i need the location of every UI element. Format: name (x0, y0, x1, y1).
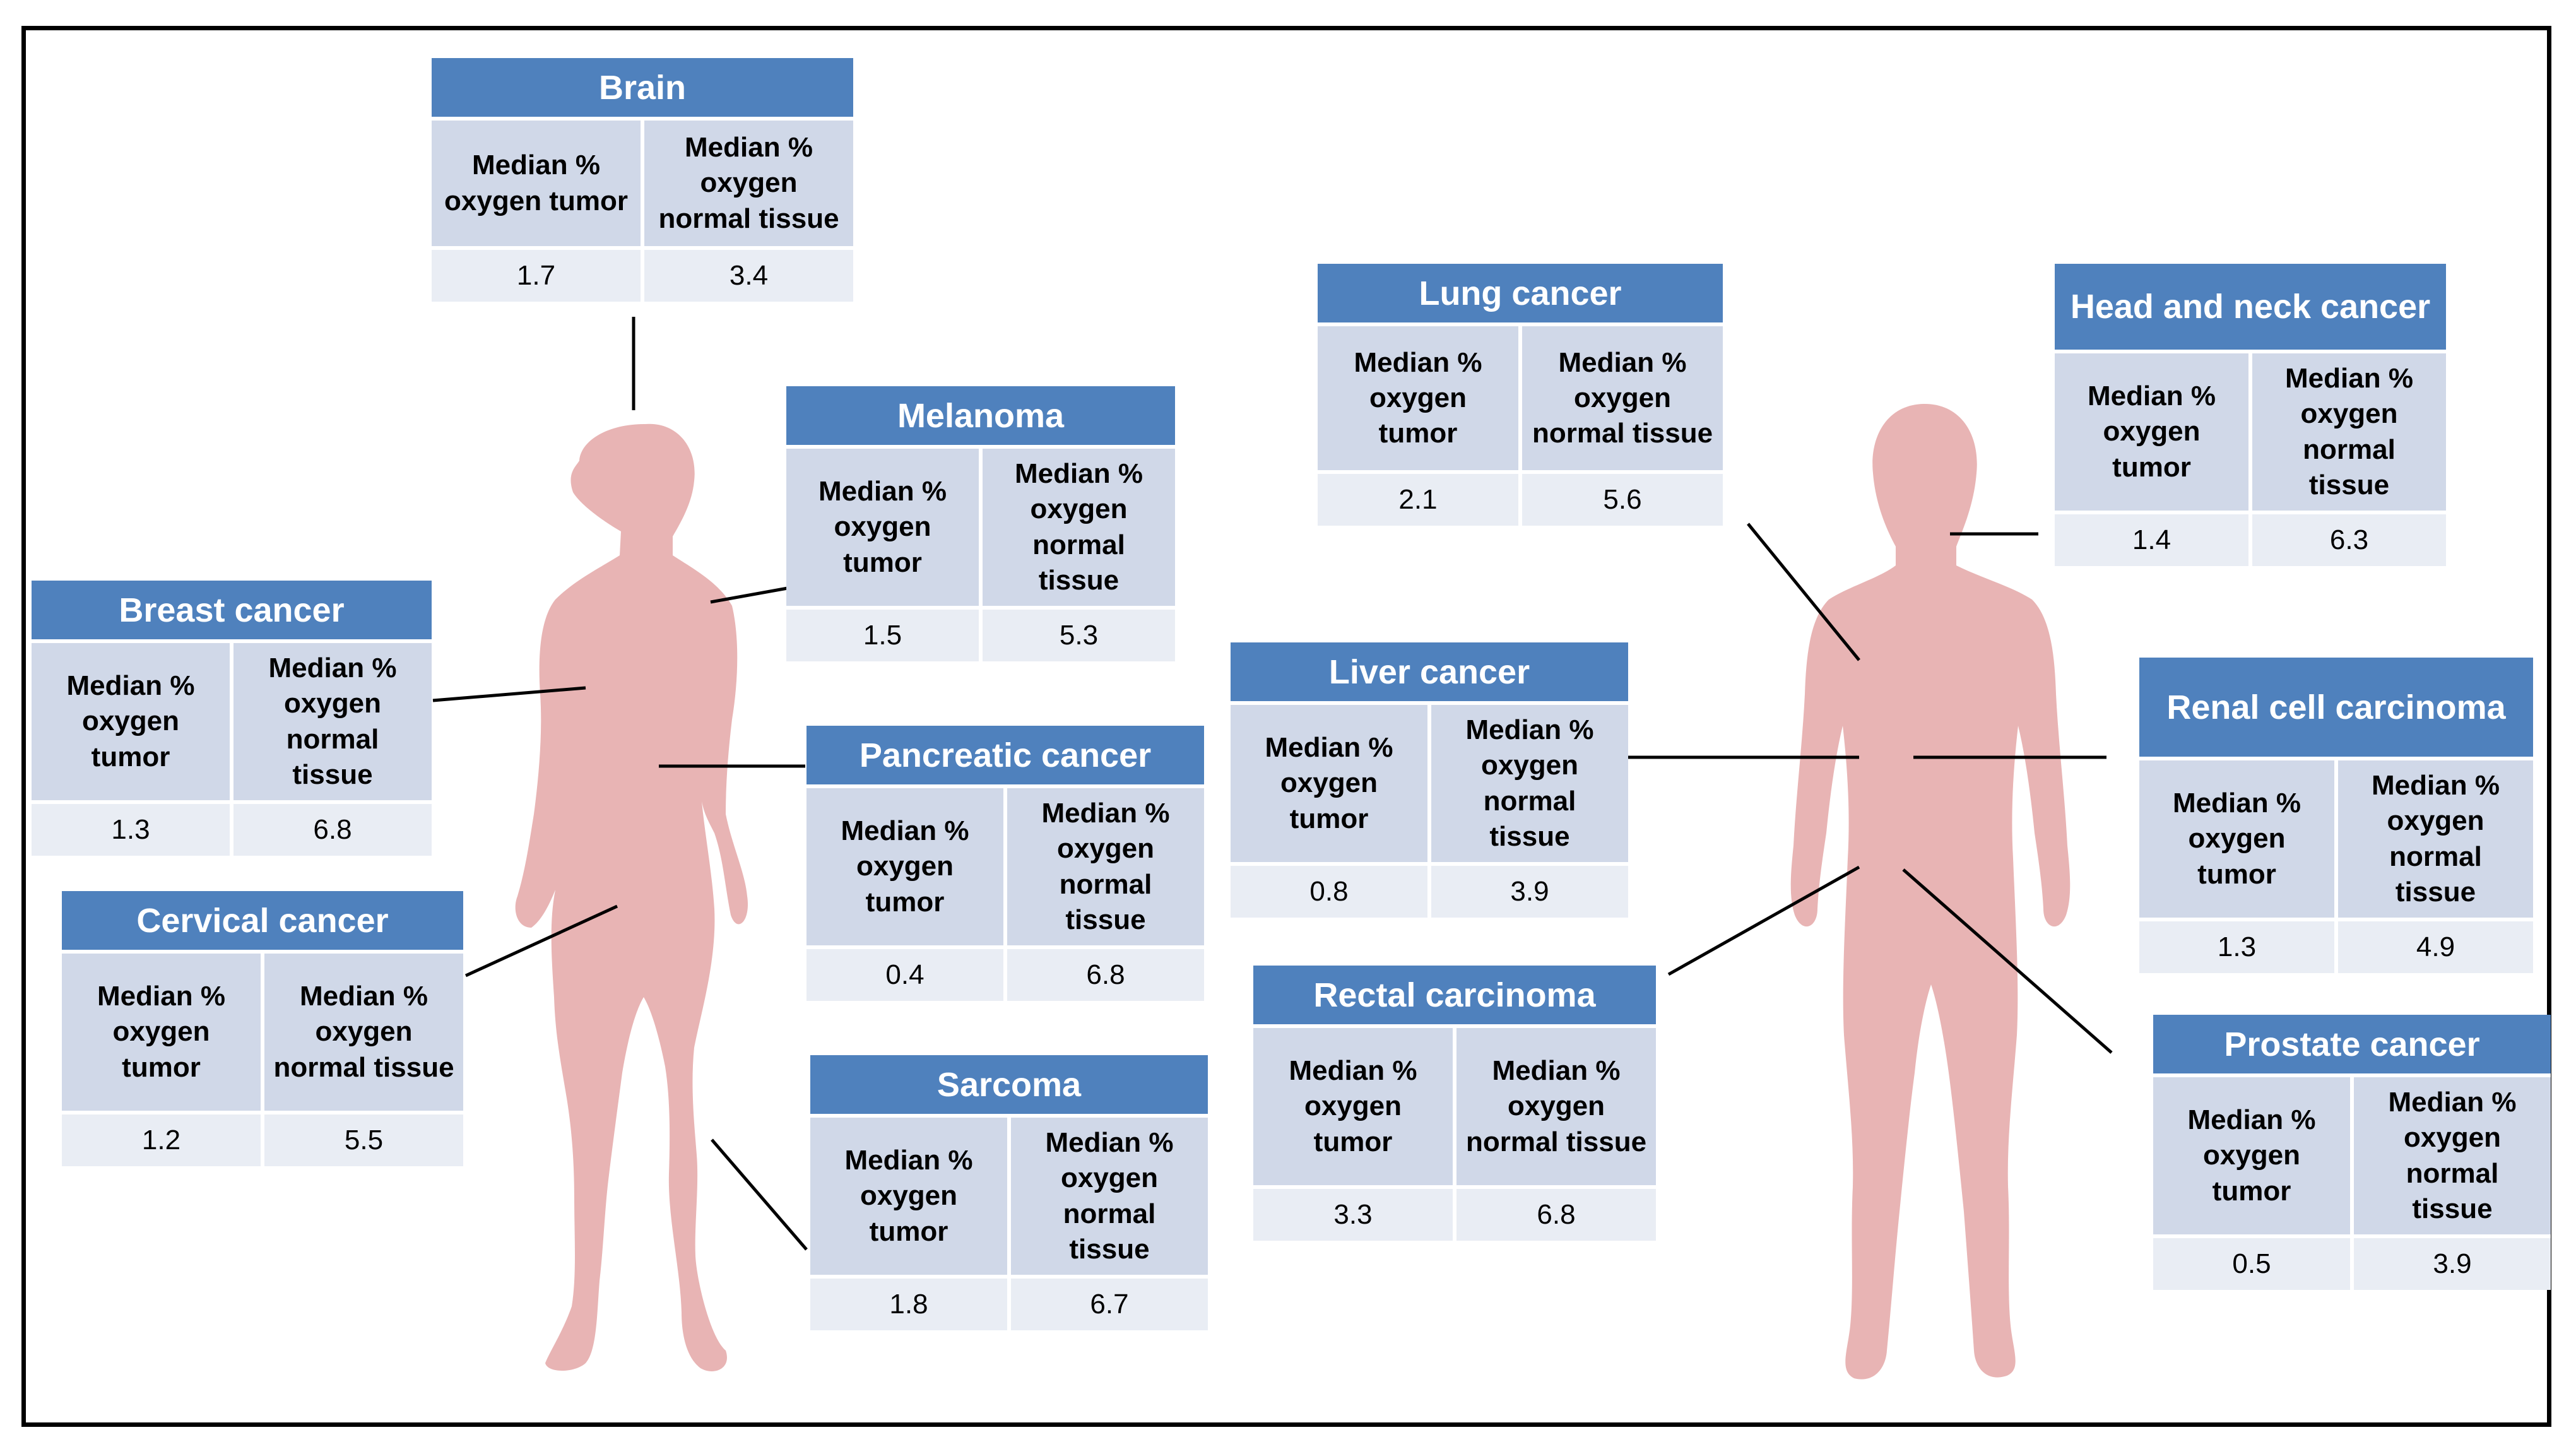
connector-lung (1747, 523, 1860, 661)
card-brain: Brain Median % oxygen tumor Median % oxy… (432, 58, 853, 302)
normal-value: 6.8 (1007, 949, 1204, 1001)
connector-prostate (1902, 868, 2113, 1054)
card-pancreatic: Pancreatic cancer Median % oxygen tumor … (806, 726, 1204, 1001)
card-title: Prostate cancer (2153, 1015, 2551, 1073)
normal-value: 3.4 (644, 250, 853, 302)
tumor-header: Median % oxygen tumor (32, 643, 230, 800)
card-title: Renal cell carcinoma (2139, 658, 2533, 757)
normal-header: Median % oxygen normal tissue (2252, 353, 2446, 511)
card-prostate: Prostate cancer Median % oxygen tumor Me… (2153, 1015, 2551, 1290)
tumor-value: 0.4 (806, 949, 1003, 1001)
card-title: Cervical cancer (62, 891, 463, 950)
tumor-value: 3.3 (1253, 1189, 1453, 1241)
card-title: Melanoma (786, 386, 1175, 445)
connector-cervical (464, 904, 618, 978)
connector-lines (432, 317, 2113, 1251)
tumor-header: Median % oxygen tumor (62, 954, 261, 1111)
normal-value: 6.8 (233, 804, 432, 856)
tumor-value: 1.2 (62, 1114, 261, 1166)
normal-value: 5.5 (264, 1114, 463, 1166)
tumor-header: Median % oxygen tumor (1253, 1028, 1453, 1185)
normal-value: 6.3 (2252, 514, 2446, 566)
tumor-value: 0.5 (2153, 1238, 2350, 1290)
card-title: Head and neck cancer (2055, 264, 2446, 350)
normal-header: Median % oxygen normal tissue (1011, 1118, 1208, 1275)
tumor-header: Median % oxygen tumor (432, 121, 641, 246)
card-headneck: Head and neck cancer Median % oxygen tum… (2055, 264, 2446, 566)
card-sarcoma: Sarcoma Median % oxygen tumor Median % o… (810, 1055, 1208, 1330)
connector-melanoma (710, 586, 788, 604)
connector-sarcoma (711, 1138, 808, 1251)
card-liver: Liver cancer Median % oxygen tumor Media… (1231, 642, 1628, 918)
tumor-value: 0.8 (1231, 866, 1427, 918)
card-rectal: Rectal carcinoma Median % oxygen tumor M… (1253, 966, 1656, 1241)
card-title: Pancreatic cancer (806, 726, 1204, 784)
tumor-header: Median % oxygen tumor (806, 788, 1003, 945)
tumor-value: 1.5 (786, 610, 979, 661)
tumor-value: 1.8 (810, 1279, 1007, 1330)
normal-header: Median % oxygen normal tissue (1456, 1028, 1656, 1185)
normal-header: Median % oxygen normal tissue (1431, 705, 1628, 862)
connector-breast (432, 686, 586, 702)
tumor-header: Median % oxygen tumor (1231, 705, 1427, 862)
tumor-header: Median % oxygen tumor (2153, 1077, 2350, 1234)
normal-header: Median % oxygen normal tissue (983, 449, 1175, 606)
normal-header: Median % oxygen normal tissue (644, 121, 853, 246)
normal-value: 3.9 (2354, 1238, 2551, 1290)
card-melanoma: Melanoma Median % oxygen tumor Median % … (786, 386, 1175, 661)
tumor-header: Median % oxygen tumor (810, 1118, 1007, 1275)
normal-value: 5.6 (1522, 474, 1723, 526)
female-silhouette (515, 423, 748, 1371)
card-title: Liver cancer (1231, 642, 1628, 701)
card-renal: Renal cell carcinoma Median % oxygen tum… (2139, 658, 2533, 973)
card-title: Lung cancer (1318, 264, 1723, 322)
normal-value: 5.3 (983, 610, 1175, 661)
tumor-value: 1.3 (2139, 921, 2334, 973)
normal-value: 4.9 (2338, 921, 2533, 973)
tumor-header: Median % oxygen tumor (2139, 760, 2334, 918)
tumor-header: Median % oxygen tumor (1318, 326, 1518, 470)
tumor-header: Median % oxygen tumor (2055, 353, 2248, 511)
normal-header: Median % oxygen normal tissue (2338, 760, 2533, 918)
normal-header: Median % oxygen normal tissue (264, 954, 463, 1111)
card-breast: Breast cancer Median % oxygen tumor Medi… (32, 581, 432, 856)
normal-header: Median % oxygen normal tissue (2354, 1077, 2551, 1234)
card-cervical: Cervical cancer Median % oxygen tumor Me… (62, 891, 463, 1166)
normal-header: Median % oxygen normal tissue (233, 643, 432, 800)
normal-header: Median % oxygen normal tissue (1522, 326, 1723, 470)
tumor-value: 2.1 (1318, 474, 1518, 526)
tumor-header: Median % oxygen tumor (786, 449, 979, 606)
card-title: Rectal carcinoma (1253, 966, 1656, 1024)
connector-rectal (1667, 865, 1860, 976)
card-title: Sarcoma (810, 1055, 1208, 1114)
card-lung: Lung cancer Median % oxygen tumor Median… (1318, 264, 1723, 526)
card-title: Breast cancer (32, 581, 432, 639)
card-title: Brain (432, 58, 853, 117)
tumor-value: 1.4 (2055, 514, 2248, 566)
normal-value: 3.9 (1431, 866, 1628, 918)
normal-value: 6.8 (1456, 1189, 1656, 1241)
tumor-value: 1.7 (432, 250, 641, 302)
tumor-value: 1.3 (32, 804, 230, 856)
normal-header: Median % oxygen normal tissue (1007, 788, 1204, 945)
normal-value: 6.7 (1011, 1279, 1208, 1330)
